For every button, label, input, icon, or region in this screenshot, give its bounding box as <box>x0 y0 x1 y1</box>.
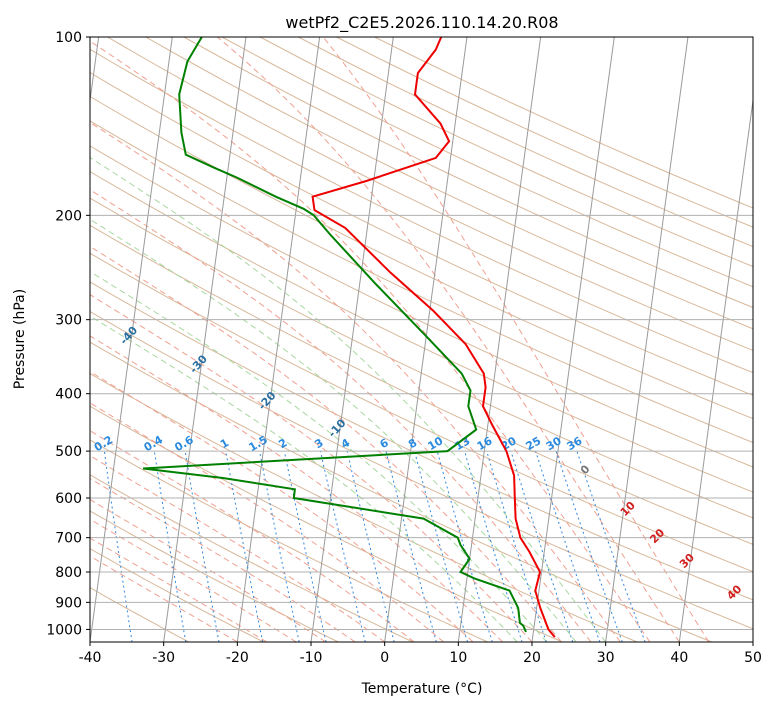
moist-adiabat <box>90 40 651 642</box>
isotherm <box>678 96 753 642</box>
x-tick-label: 30 <box>597 650 615 666</box>
wetbulb-curve <box>90 270 548 642</box>
dry-adiabat <box>90 510 339 642</box>
plot-frame <box>89 36 754 643</box>
x-tick-label: 0 <box>380 650 389 666</box>
moist-adiabat <box>90 189 592 642</box>
isotherm <box>531 37 615 642</box>
x-tick-label: -40 <box>79 650 102 666</box>
moist-adiabat <box>90 477 356 642</box>
isotherm <box>90 37 173 642</box>
dewpoint-profile <box>142 37 527 633</box>
dry-adiabat <box>90 587 190 642</box>
isotherm <box>163 37 247 642</box>
x-tick-label: 40 <box>670 650 688 666</box>
y-tick-label: 400 <box>55 387 82 403</box>
dry-adiabat <box>90 197 753 519</box>
dry-adiabat <box>90 439 488 642</box>
mixing-ratio-line <box>346 450 395 642</box>
pressure-gridlines <box>90 37 753 630</box>
dry-adiabat <box>90 373 638 642</box>
dry-adiabat <box>90 48 753 374</box>
x-tick-label: 50 <box>744 650 762 666</box>
moist-adiabat <box>90 537 268 642</box>
dry-adiabat <box>90 341 712 642</box>
isotherm <box>384 37 468 642</box>
y-axis: 100 200 300 400 500 600 700 800 900 1000 <box>46 30 90 638</box>
x-tick-label: -10 <box>300 650 323 666</box>
moist-adiabat <box>90 455 385 642</box>
dry-adiabat <box>221 37 753 288</box>
mixing-ratio-line <box>385 450 437 642</box>
mixing-ratio-line <box>535 450 601 642</box>
dry-adiabat <box>90 171 753 493</box>
mixing-ratio-line <box>555 450 623 642</box>
x-tick-label: 10 <box>449 650 467 666</box>
mixing-ratio-line <box>225 451 264 642</box>
isotherm <box>236 37 321 642</box>
mixing-ratio-line <box>510 450 574 642</box>
isotherm <box>605 37 689 642</box>
mixing-ratio-line <box>464 450 523 642</box>
y-tick-label: 700 <box>55 531 82 547</box>
y-tick-label: 300 <box>55 313 82 329</box>
mixing-ratio-line <box>259 451 300 642</box>
y-tick-label: 600 <box>55 491 82 507</box>
x-tick-label: -20 <box>226 650 249 666</box>
isotherm <box>310 37 394 642</box>
mixing-ratio-line <box>576 450 646 642</box>
mixing-ratio-line <box>320 450 366 642</box>
wetbulb-curve <box>90 218 577 642</box>
chart-title: wetPf2_C2E5.2026.110.14.20.R08 <box>285 13 558 33</box>
moist-adiabat <box>90 402 444 642</box>
dry-adiabat <box>107 37 753 352</box>
moist-adiabat <box>90 245 562 642</box>
dry-adiabat <box>90 310 753 630</box>
wetbulb-curve <box>90 156 607 642</box>
x-axis: -40 -30 -20 -10 0 10 20 30 40 50 <box>79 642 762 666</box>
dry-adiabat <box>145 37 753 330</box>
moist-adiabat <box>217 37 680 642</box>
moist-adiabat <box>90 121 621 642</box>
moist-adiabat <box>90 294 533 642</box>
dry-adiabat <box>90 548 264 642</box>
mixing-ratio-line <box>414 450 468 642</box>
y-tick-label: 500 <box>55 444 82 460</box>
mixing-ratio-line <box>436 450 493 642</box>
dry-adiabat <box>183 37 753 309</box>
isotherm <box>457 37 542 642</box>
dry-adiabat <box>90 281 753 601</box>
series-lines <box>142 37 556 638</box>
x-axis-label: Temperature (°C) <box>361 681 483 697</box>
x-tick-label: -30 <box>152 650 175 666</box>
background-lines <box>90 37 753 642</box>
y-tick-label: 800 <box>55 565 82 581</box>
moist-adiabat <box>90 518 297 642</box>
moist-adiabat <box>90 555 238 642</box>
dry-adiabat <box>90 120 753 444</box>
moist-adiabat <box>322 37 710 642</box>
y-tick-label: 900 <box>55 595 82 611</box>
moist-adiabat <box>90 335 503 642</box>
dry-adiabat <box>90 145 753 468</box>
wetbulb-curve <box>90 315 518 642</box>
x-tick-label: 20 <box>523 650 541 666</box>
y-tick-label: 100 <box>55 30 82 46</box>
temperature-profile <box>311 37 556 638</box>
y-tick-label: 200 <box>55 208 82 224</box>
dry-adiabat <box>90 71 753 396</box>
y-axis-label: Pressure (hPa) <box>12 289 28 389</box>
dry-adiabat <box>90 405 563 642</box>
y-tick-label: 1000 <box>46 622 82 638</box>
